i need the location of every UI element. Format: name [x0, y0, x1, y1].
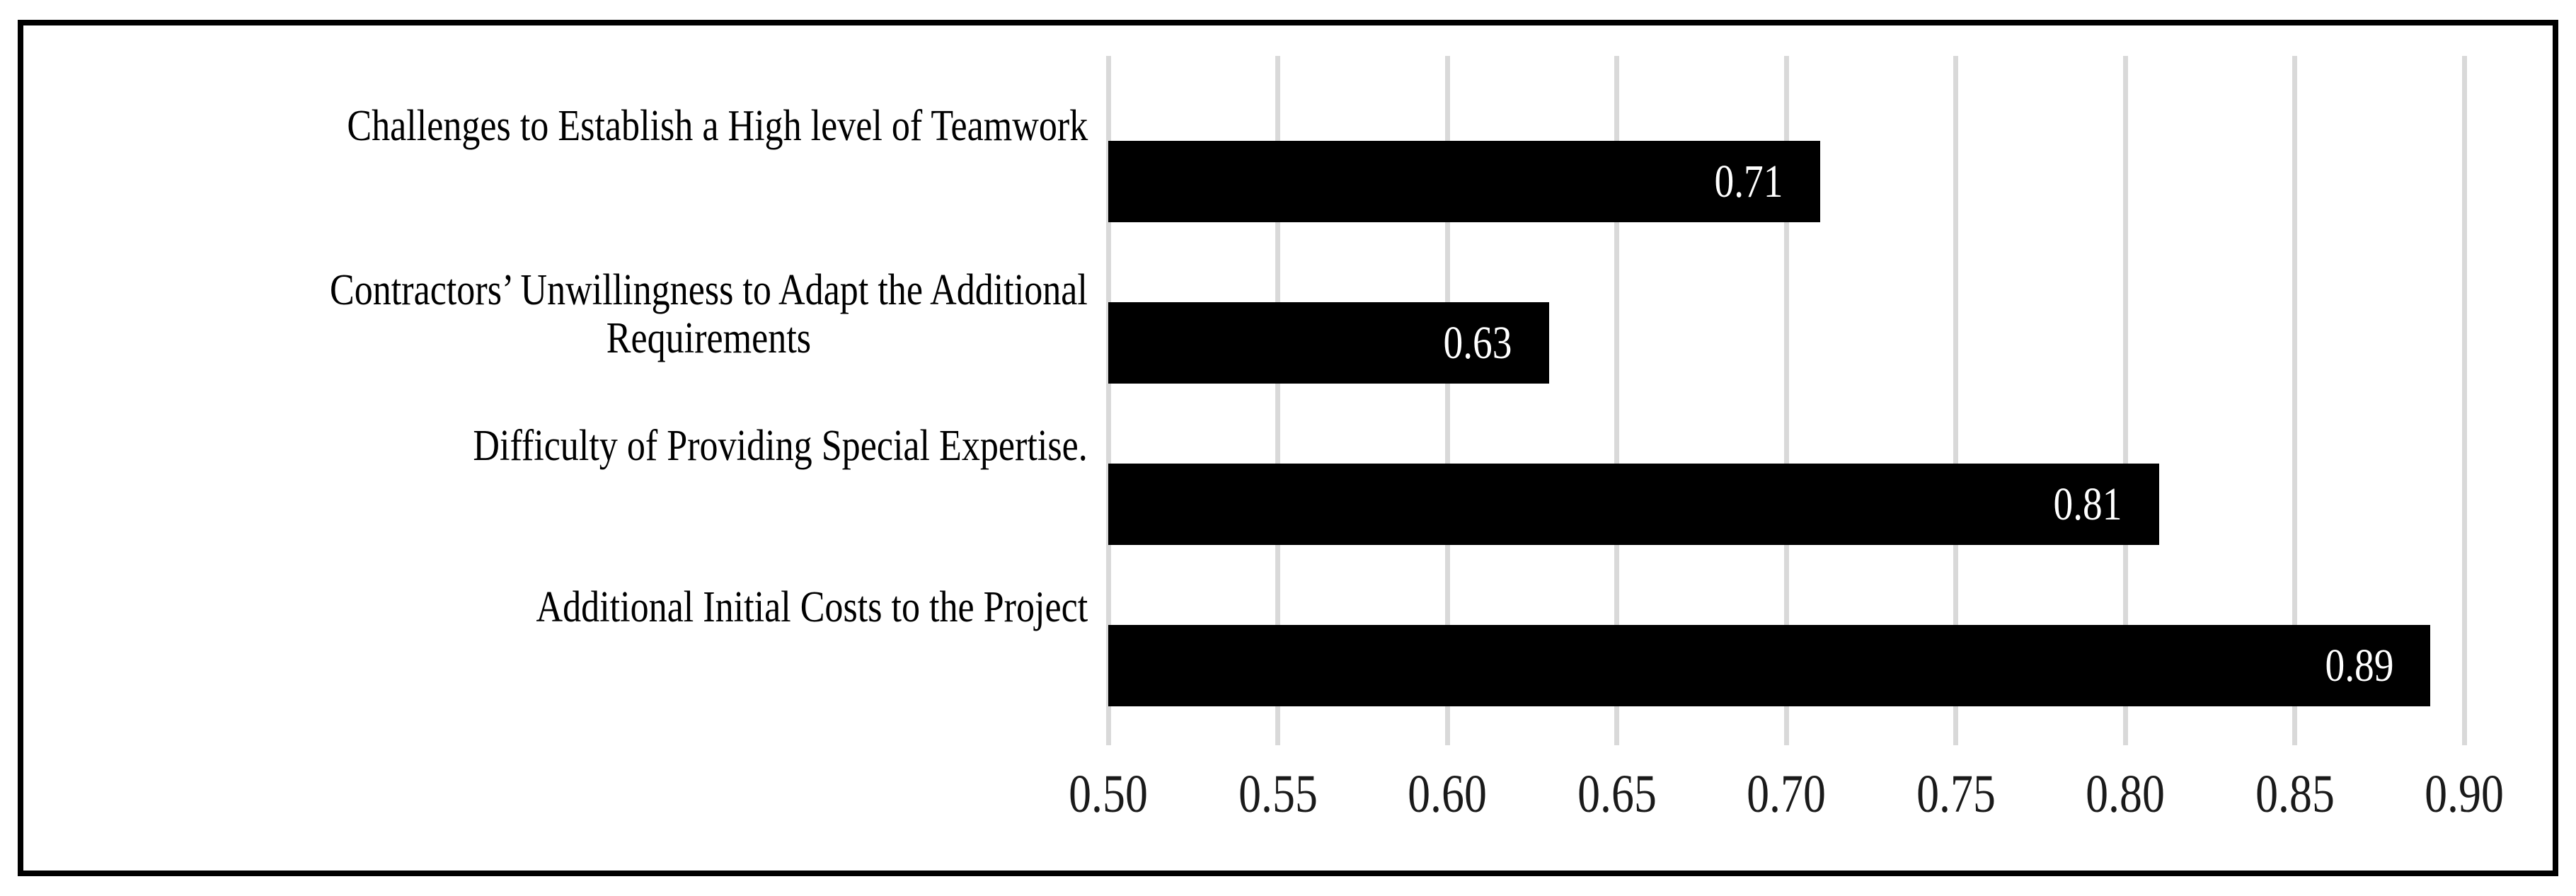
category-label-special-expertise: Difficulty of Providing Special Expertis…: [473, 422, 1088, 470]
chart-outer-border: [18, 20, 2558, 876]
x-axis-tick-label: 0.50: [1069, 764, 1148, 824]
bar-initial-costs: 0.89: [1108, 625, 2431, 706]
x-axis-tick-label: 0.90: [2425, 764, 2504, 824]
gridline-0.60: [1444, 56, 1450, 745]
category-label-teamwork: Challenges to Establish a High level of …: [347, 102, 1088, 150]
x-axis-tick-label: 0.80: [2086, 764, 2165, 824]
category-label-initial-costs: Additional Initial Costs to the Project: [536, 583, 1088, 631]
x-axis-tick-label: 0.75: [1916, 764, 1996, 824]
gridline-0.50: [1105, 56, 1111, 745]
gridline-0.75: [1953, 56, 1958, 745]
bar-contractors-unwillingness: 0.63: [1108, 302, 1549, 384]
bar-value-label: 0.63: [1443, 317, 1512, 369]
x-axis-tick-label: 0.70: [1747, 764, 1826, 824]
gridline-0.90: [2461, 56, 2467, 745]
gridline-0.80: [2122, 56, 2128, 745]
bar-teamwork: 0.71: [1108, 141, 1820, 222]
gridline-0.70: [1783, 56, 1789, 745]
x-axis-tick-label: 0.60: [1408, 764, 1487, 824]
x-axis-tick-label: 0.85: [2255, 764, 2335, 824]
bar-value-label: 0.89: [2325, 640, 2394, 691]
bar-value-label: 0.71: [1714, 156, 1783, 207]
gridline-0.55: [1275, 56, 1280, 745]
bar-value-label: 0.81: [2053, 478, 2122, 530]
category-label-contractors-unwillingness: Contractors’ Unwillingness to Adapt the …: [330, 266, 1088, 362]
x-axis-tick-label: 0.65: [1577, 764, 1657, 824]
bar-special-expertise: 0.81: [1108, 464, 2159, 545]
gridline-0.85: [2292, 56, 2297, 745]
gridline-0.65: [1614, 56, 1619, 745]
x-axis-tick-label: 0.55: [1238, 764, 1318, 824]
